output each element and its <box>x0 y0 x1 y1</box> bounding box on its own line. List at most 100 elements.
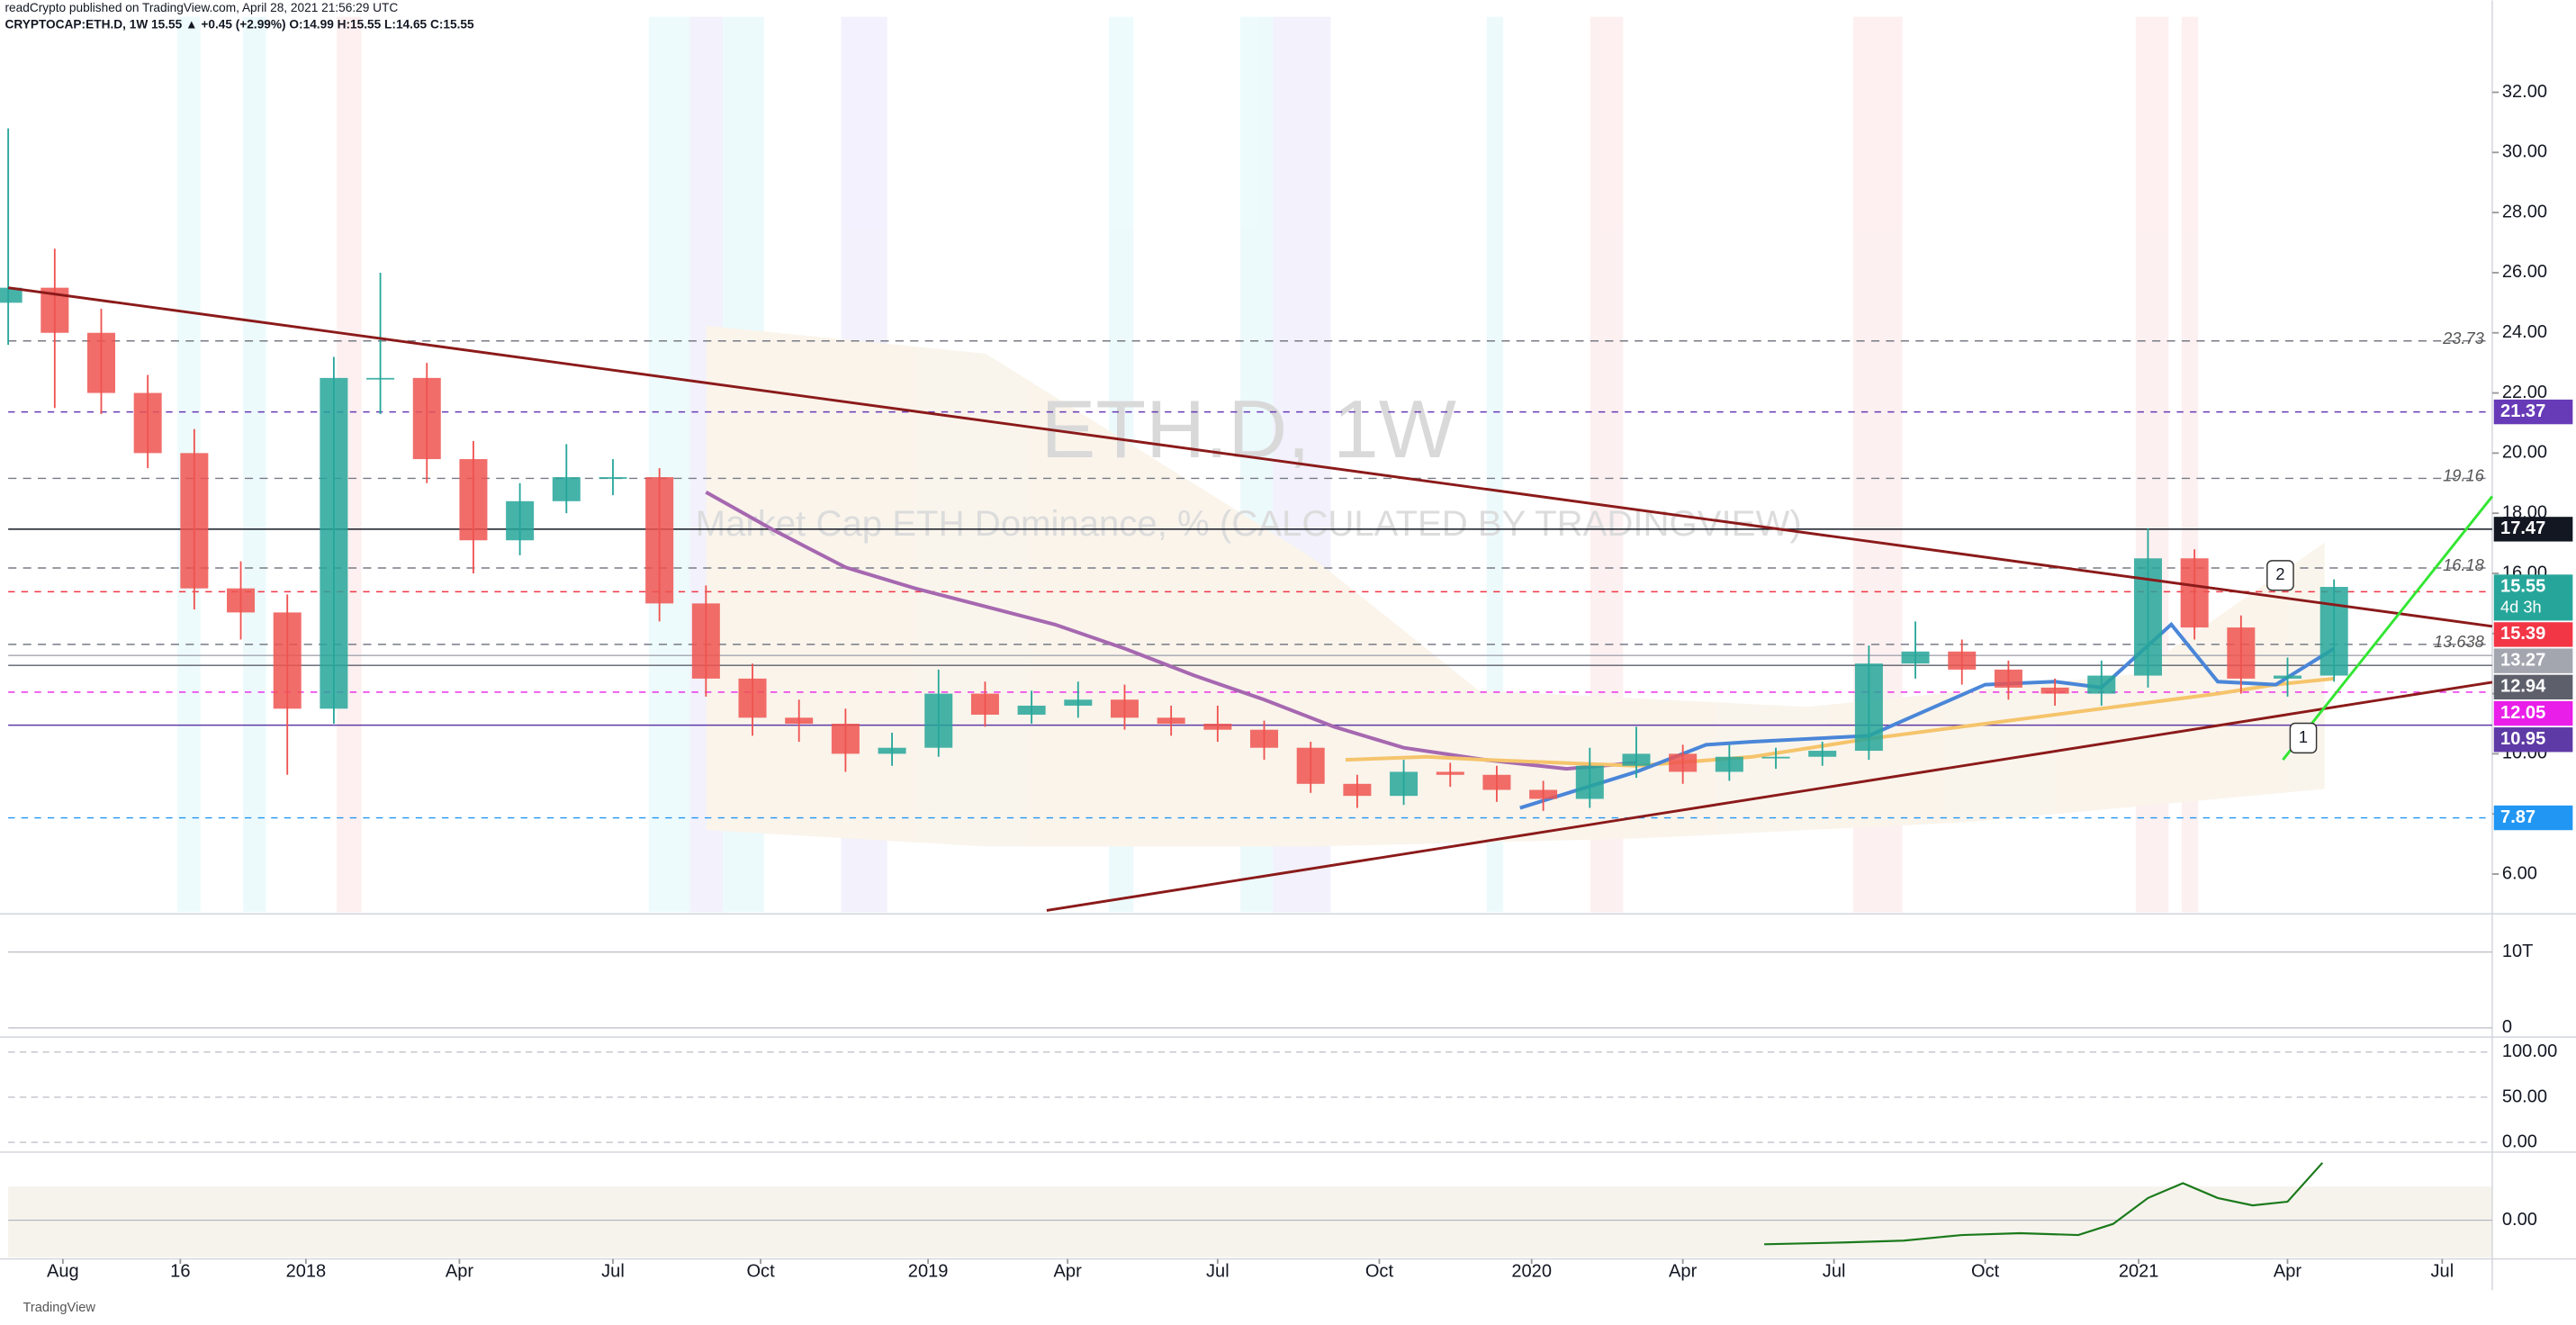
trendline <box>2282 495 2494 761</box>
candle-body <box>1901 651 1930 664</box>
x-tick-label: Apr <box>2274 1261 2302 1281</box>
candle-body <box>1669 753 1698 772</box>
candle-body <box>1157 717 1185 724</box>
indicator-line <box>1764 1162 2324 1246</box>
candle-body <box>1390 771 1419 797</box>
callout-label: 2 <box>2275 564 2284 583</box>
x-tick-label: 2021 <box>2119 1261 2159 1281</box>
candle-body <box>1203 723 1232 730</box>
price-badge-label: 13.27 <box>2500 650 2545 670</box>
price-badge <box>2493 700 2573 726</box>
candle-body <box>691 603 720 679</box>
band <box>243 16 266 913</box>
symbol-line: CRYPTOCAP:ETH.D, 1W 15.55 ▲ +0.45 (+2.99… <box>5 17 474 31</box>
watermark-subtitle: Market Cap ETH Dominance, % (CALCULATED … <box>696 503 1802 544</box>
price-badge <box>2493 727 2573 753</box>
band <box>1486 16 1504 913</box>
callout-box <box>2266 560 2294 591</box>
callout-box <box>2289 722 2318 754</box>
x-tick-label: Oct <box>1365 1261 1394 1281</box>
price-badge-label: 17.47 <box>2500 518 2545 538</box>
pane-tick-label: 0.00 <box>2502 1210 2537 1230</box>
x-tick-label: 2019 <box>908 1261 949 1281</box>
price-badge-label: 7.87 <box>2500 807 2535 827</box>
candle-body <box>1529 789 1558 799</box>
candle-body <box>180 453 209 589</box>
price-badge-label: 15.55 <box>2500 576 2545 596</box>
candle-body <box>924 693 953 748</box>
candle-body <box>0 287 23 303</box>
watermark-title: ETH.D, 1W <box>1041 383 1456 475</box>
signal-bands <box>8 16 2492 1257</box>
candle-body <box>2180 558 2209 628</box>
price-badge <box>2493 805 2573 831</box>
candle-body <box>1994 669 2022 688</box>
pane-band <box>8 1186 2492 1257</box>
x-tick-label: 2020 <box>1511 1261 1552 1281</box>
candle-body <box>645 477 674 604</box>
price-badge <box>2493 674 2573 700</box>
candle-body <box>227 588 256 613</box>
price-badge-label: 12.05 <box>2500 703 2545 723</box>
candle-body <box>2133 558 2162 676</box>
candle-body <box>412 377 441 460</box>
candle-body <box>2319 587 2348 676</box>
fib-label: 13.638 <box>2434 632 2485 651</box>
callout-label: 1 <box>2299 727 2308 746</box>
x-tick-label: 16 <box>170 1261 190 1281</box>
candle-body <box>459 459 488 541</box>
candle-body <box>366 377 395 380</box>
x-tick-label: Jul <box>601 1261 625 1281</box>
x-tick-label: Jul <box>1206 1261 1229 1281</box>
candle-body <box>878 747 906 754</box>
candle-body <box>2227 627 2256 679</box>
y-tick-label: 20.00 <box>2502 443 2547 463</box>
candle-body <box>2087 675 2116 694</box>
candle-body <box>1296 747 1325 784</box>
y-tick-label: 6.00 <box>2502 863 2537 883</box>
y-tick-label: 30.00 <box>2502 142 2547 162</box>
candle-body <box>1715 756 1743 772</box>
pane-tick-label: 100.00 <box>2502 1041 2557 1061</box>
candle-body <box>133 392 162 454</box>
candle-body <box>552 477 581 501</box>
y-tick-label: 32.00 <box>2502 82 2547 102</box>
frame <box>0 0 2576 1291</box>
candle-body <box>1622 753 1651 766</box>
pane-tick-label: 0 <box>2502 1017 2512 1037</box>
y-tick-label: 26.00 <box>2502 262 2547 282</box>
x-tick-label: 2018 <box>286 1261 327 1281</box>
y-tick-label: 28.00 <box>2502 202 2547 221</box>
candle-body <box>320 377 348 709</box>
x-tick-label: Oct <box>1971 1261 2000 1281</box>
price-badge-label: 12.94 <box>2500 677 2546 697</box>
fib-label: 19.16 <box>2443 465 2485 484</box>
trendline <box>1046 681 2493 912</box>
y-tick-label: 24.00 <box>2502 322 2547 342</box>
author-line: readCrypto published on TradingView.com,… <box>5 1 398 14</box>
candle-body <box>1948 651 1977 670</box>
candle-body <box>1250 729 1279 748</box>
candle-body <box>738 678 767 718</box>
x-tick-label: Jul <box>1823 1261 1846 1281</box>
x-tick-label: Aug <box>47 1261 79 1281</box>
price-badge <box>2493 399 2573 425</box>
pane-tick-label: 0.00 <box>2502 1131 2537 1151</box>
price-badge-label: 15.39 <box>2500 624 2545 644</box>
candle-body <box>1482 774 1511 790</box>
price-badge <box>2493 622 2573 647</box>
fib-label: 23.73 <box>2442 329 2484 347</box>
x-tick-label: Apr <box>446 1261 474 1281</box>
pane-tick-label: 50.00 <box>2502 1086 2547 1106</box>
candle-body <box>2040 687 2069 694</box>
cloud <box>706 325 2325 847</box>
price-badge-label: 10.95 <box>2500 729 2545 749</box>
candle-body <box>831 723 860 754</box>
price-badge-label: 21.37 <box>2500 401 2545 421</box>
brand: TradingView <box>23 1301 96 1315</box>
price-badge <box>2493 648 2573 673</box>
pane-tick-label: 10T <box>2502 942 2534 961</box>
x-tick-label: Jul <box>2431 1261 2454 1281</box>
